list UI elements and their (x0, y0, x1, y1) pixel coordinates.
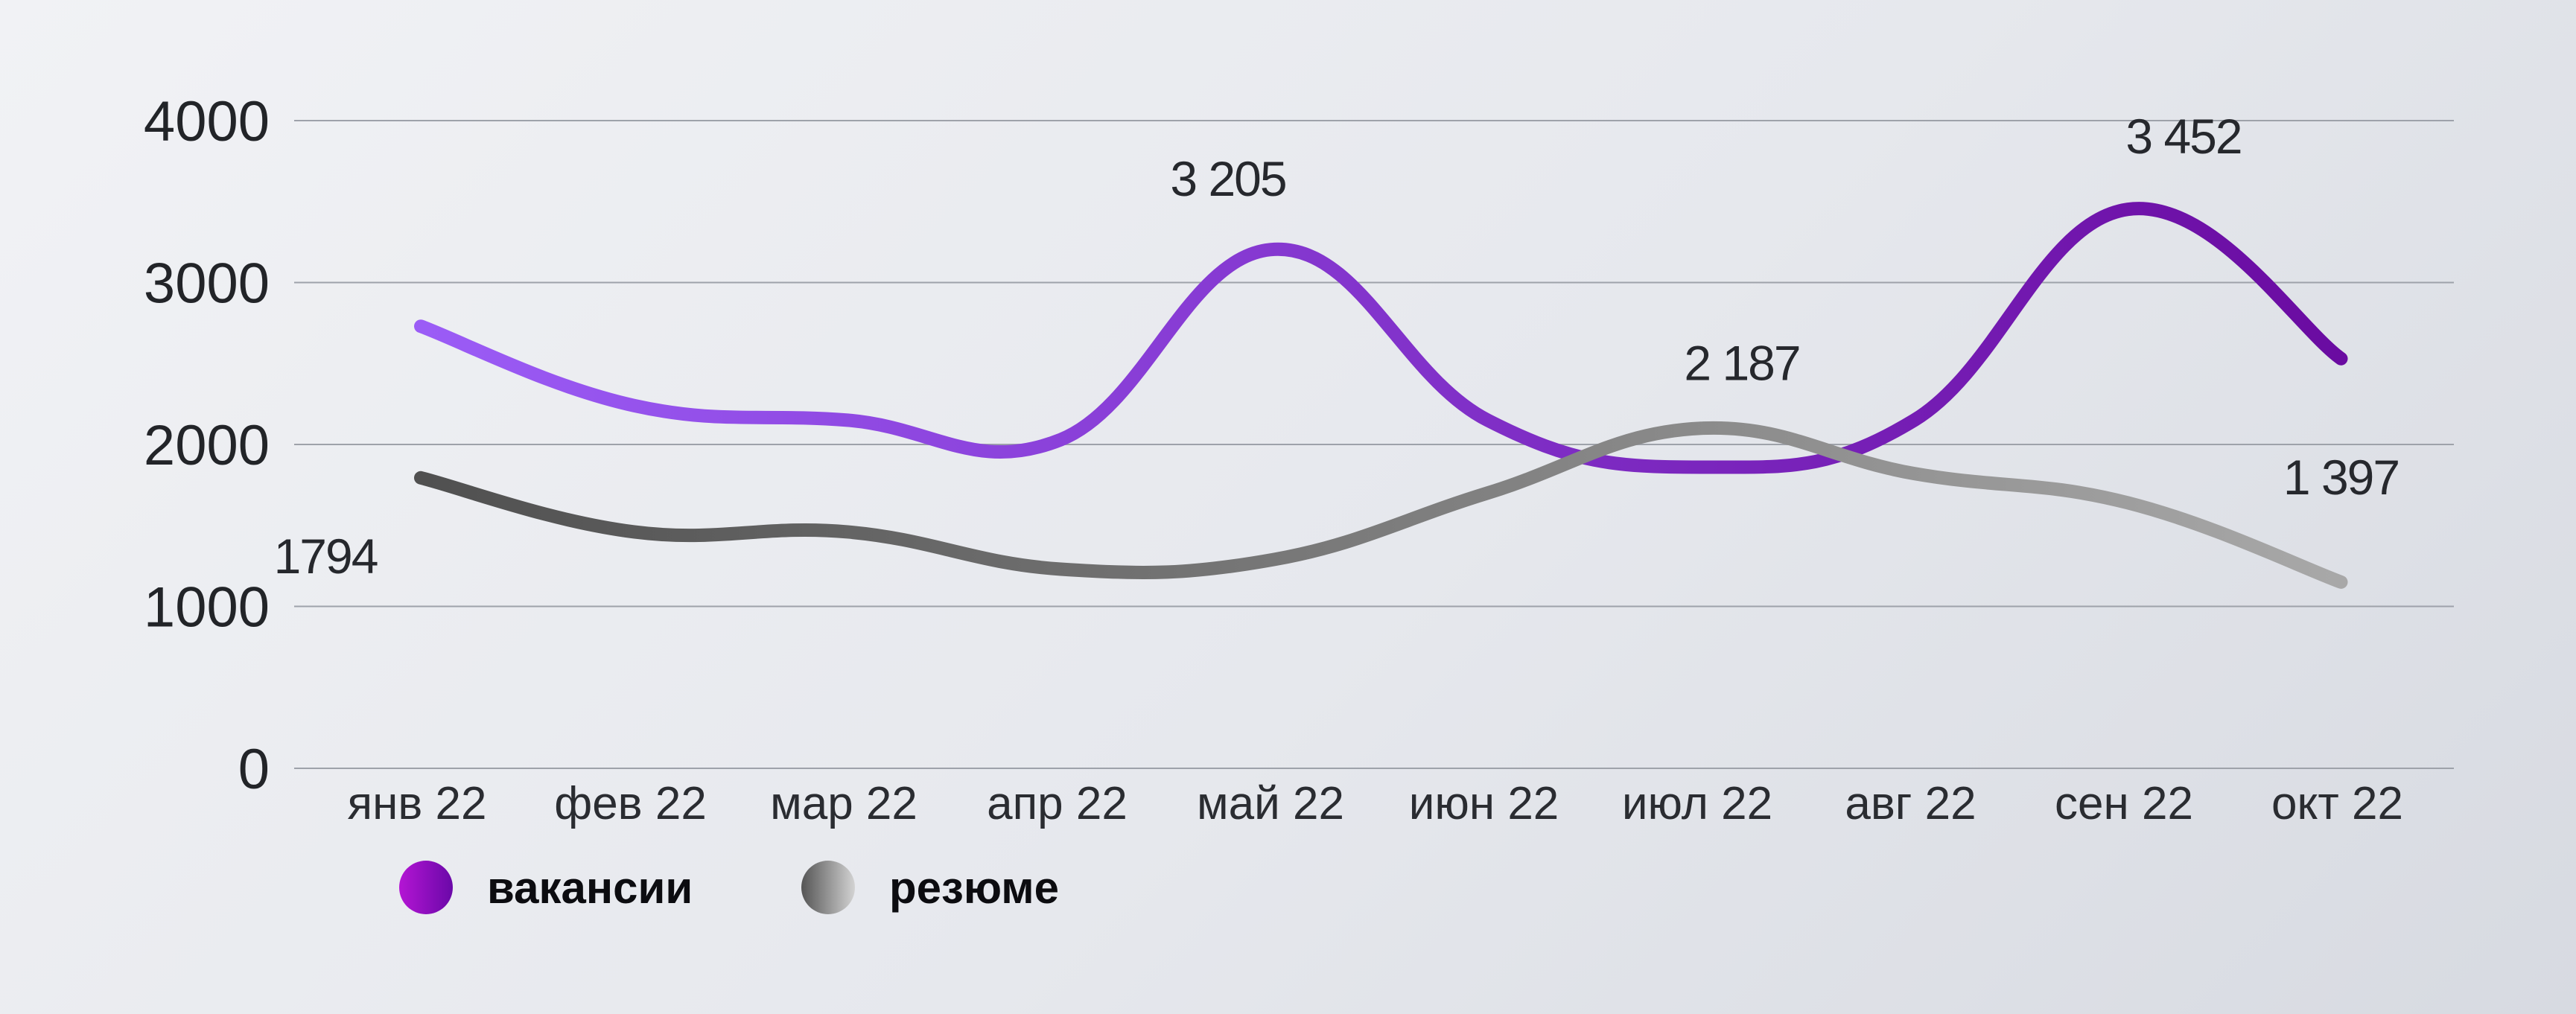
data-point (414, 471, 427, 485)
x-tick-label: окт 22 (2271, 778, 2403, 829)
data-point (2121, 496, 2134, 509)
series-lines (414, 202, 2348, 589)
data-point (628, 525, 641, 538)
x-tick-label: фев 22 (554, 778, 707, 829)
data-labels: 1794 3 205 2 187 3 452 1 397 (274, 109, 2401, 584)
x-tick-label: мар 22 (770, 778, 917, 829)
legend: вакансии резюме (399, 861, 1059, 914)
data-label: 1 397 (2283, 450, 2399, 505)
data-point (1694, 421, 1708, 435)
x-tick-label: май 22 (1197, 778, 1344, 829)
legend-label: вакансии (487, 863, 693, 913)
data-point (414, 319, 427, 333)
series-line-vacancies (414, 202, 2348, 474)
y-tick-label: 0 (238, 738, 270, 801)
data-point (628, 399, 641, 412)
data-label: 1794 (274, 529, 378, 584)
x-tick-label: июл 22 (1622, 778, 1772, 829)
legend-marker (801, 861, 855, 914)
data-label: 2 187 (1684, 335, 1799, 390)
series-line-resumes (414, 421, 2348, 589)
data-point (1694, 460, 1708, 473)
data-point (841, 525, 854, 538)
gridlines (294, 120, 2454, 769)
x-tick-label: июн 22 (1409, 778, 1559, 829)
data-point (1055, 562, 1068, 575)
data-point (841, 413, 854, 427)
data-point (1908, 467, 1921, 480)
x-tick-label: сен 22 (2055, 778, 2193, 829)
data-point (1055, 433, 1068, 446)
legend-marker (399, 861, 453, 914)
data-point (2121, 203, 2134, 216)
x-tick-label: авг 22 (1845, 778, 1976, 829)
x-tick-label: янв 22 (348, 778, 487, 829)
data-point (1481, 413, 1495, 427)
y-tick-label: 3000 (144, 252, 270, 316)
data-point (1268, 243, 1281, 256)
data-point (1268, 552, 1281, 566)
data-point (1481, 486, 1495, 500)
x-axis-ticks: янв 22 фев 22 мар 22 апр 22 май 22 июн 22 июл … (348, 778, 2403, 829)
data-point (1908, 413, 1921, 427)
y-tick-label: 2000 (144, 414, 270, 477)
x-tick-label: апр 22 (987, 778, 1128, 829)
data-label: 3 205 (1170, 151, 1285, 206)
data-point (2335, 352, 2348, 366)
y-tick-label: 4000 (144, 90, 270, 153)
y-tick-label: 1000 (144, 576, 270, 640)
legend-label: резюме (889, 863, 1059, 913)
y-axis-ticks: 0 1000 2000 3000 4000 (144, 90, 270, 801)
data-label: 3 452 (2125, 109, 2241, 164)
data-point (2335, 575, 2348, 589)
